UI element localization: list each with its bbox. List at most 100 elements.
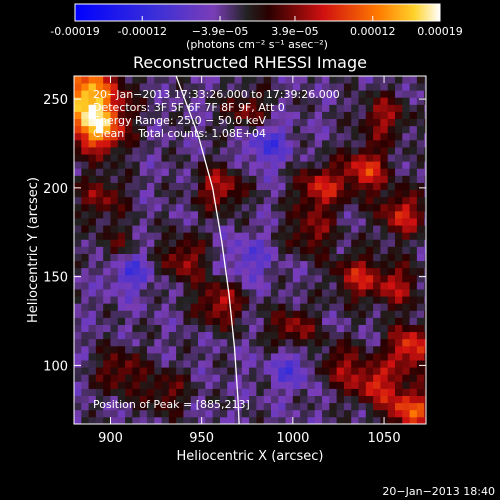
heatmap-cell: [88, 324, 97, 333]
heatmap-cell: [358, 388, 367, 396]
heatmap-cell: [256, 189, 265, 198]
heatmap-cell: [234, 111, 243, 120]
plot-frame: [73, 75, 427, 425]
heatmap-cell: [343, 310, 352, 318]
heatmap-cell: [132, 260, 141, 269]
heatmap-cell: [256, 310, 265, 318]
heatmap-cell: [81, 331, 89, 340]
heatmap-cell: [285, 232, 294, 240]
heatmap-cell: [270, 83, 279, 91]
heatmap-cell: [285, 296, 294, 304]
heatmap-cell: [351, 409, 359, 418]
heatmap-cell: [329, 161, 338, 169]
heatmap-cell: [387, 139, 396, 148]
heatmap-cell: [132, 409, 141, 418]
heatmap-cell: [95, 104, 104, 112]
heatmap-cell: [88, 168, 97, 176]
heatmap-cell: [103, 210, 111, 219]
heatmap-cell: [292, 296, 301, 304]
heatmap-cell: [154, 416, 162, 424]
heatmap-cell: [322, 161, 330, 169]
heatmap-cell: [285, 402, 294, 411]
heatmap-cell: [212, 310, 221, 318]
heatmap-cell: [227, 210, 235, 219]
heatmap-cell: [373, 360, 381, 368]
y-tick-label: 150: [43, 271, 68, 286]
heatmap-cell: [190, 118, 199, 127]
heatmap-cell: [416, 360, 425, 368]
heatmap-cell: [183, 303, 192, 311]
heatmap-cell: [263, 246, 272, 254]
heatmap-cell: [358, 203, 367, 212]
heatmap-cell: [314, 303, 323, 311]
heatmap-cell: [190, 83, 199, 91]
heatmap-cell: [219, 281, 228, 290]
heatmap-cell: [322, 402, 330, 411]
heatmap-cell: [358, 310, 367, 318]
heatmap-cell: [314, 267, 323, 276]
heatmap-cell: [161, 175, 170, 183]
heatmap-cell: [81, 225, 89, 233]
heatmap-cell: [183, 395, 192, 404]
heatmap-cell: [343, 203, 352, 212]
heatmap-cell: [190, 246, 199, 254]
heatmap-cell: [146, 76, 155, 84]
heatmap-cell: [285, 338, 294, 347]
heatmap-cell: [117, 331, 126, 340]
heatmap-cell: [351, 232, 359, 240]
heatmap-cell: [212, 402, 221, 411]
heatmap-cell: [409, 154, 418, 162]
heatmap-cell: [161, 360, 170, 368]
heatmap-cell: [409, 189, 418, 198]
heatmap-cell: [314, 281, 323, 290]
heatmap-cell: [329, 225, 338, 233]
heatmap-cell: [190, 267, 199, 276]
heatmap-cell: [168, 246, 177, 254]
heatmap-cell: [219, 246, 228, 254]
heatmap-cell: [139, 274, 148, 283]
heatmap-cell: [241, 395, 250, 404]
heatmap-cell: [74, 374, 82, 382]
heatmap-cell: [416, 189, 425, 198]
heatmap-cell: [205, 147, 214, 155]
heatmap-cell: [110, 83, 119, 91]
heatmap-cell: [292, 360, 301, 368]
heatmap-cell: [358, 210, 367, 219]
heatmap-cell: [351, 154, 359, 162]
colorbar-tick-label: −3.9e−05: [192, 25, 249, 38]
heatmap-cell: [285, 274, 294, 283]
heatmap-cell: [263, 225, 272, 233]
heatmap-cell: [249, 175, 257, 183]
heatmap-cell: [424, 409, 426, 418]
heatmap-cell: [241, 118, 250, 127]
heatmap-cell: [146, 132, 155, 141]
heatmap-cell: [190, 154, 199, 162]
heatmap-cell: [322, 324, 330, 333]
heatmap-cell: [81, 232, 89, 240]
heatmap-cell: [110, 289, 119, 297]
heatmap-cell: [249, 203, 257, 212]
heatmap-cell: [154, 367, 162, 375]
heatmap-cell: [387, 416, 396, 424]
heatmap-cell: [285, 147, 294, 155]
heatmap-cell: [95, 83, 104, 91]
heatmap-cell: [212, 189, 221, 198]
heatmap-cell: [351, 281, 359, 290]
heatmap-cell: [336, 132, 345, 141]
heatmap-cell: [424, 139, 426, 148]
heatmap-cell: [103, 83, 111, 91]
heatmap-cell: [424, 175, 426, 183]
heatmap-cell: [234, 281, 243, 290]
heatmap-cell: [110, 416, 119, 424]
heatmap-cell: [358, 76, 367, 84]
heatmap-cell: [110, 352, 119, 361]
heatmap-cell: [198, 267, 206, 276]
heatmap-cell: [139, 246, 148, 254]
heatmap-cell: [161, 296, 170, 304]
heatmap-cell: [285, 239, 294, 247]
heatmap-cell: [234, 83, 243, 91]
heatmap-cell: [402, 352, 410, 361]
heatmap-cell: [358, 132, 367, 141]
heatmap-cell: [424, 303, 426, 311]
heatmap-cell: [241, 267, 250, 276]
